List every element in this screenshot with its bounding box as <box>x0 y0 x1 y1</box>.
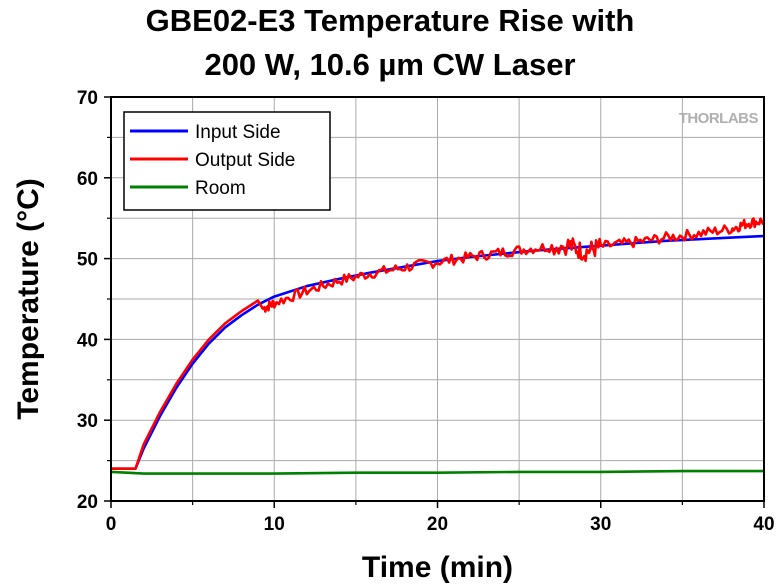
axes: 0 10 20 30 40 20 30 40 50 60 70 <box>77 88 775 535</box>
series-line-room <box>110 469 764 475</box>
y-tick-label: 50 <box>77 250 98 271</box>
x-tick-label: 0 <box>106 514 117 535</box>
legend-label: Output Side <box>195 150 295 171</box>
y-tick-label: 60 <box>77 169 98 190</box>
y-tick-label: 70 <box>77 88 98 109</box>
grid <box>111 97 764 501</box>
chart-title-line1: GBE02-E3 Temperature Rise with <box>145 3 635 38</box>
legend-box <box>123 111 331 211</box>
x-axis-title: Time (min) <box>362 551 513 584</box>
series-line-output-side <box>111 217 766 470</box>
x-tick-label: 10 <box>264 514 285 535</box>
y-axis-title: Temperature (°C) <box>12 178 45 419</box>
x-tick-label: 20 <box>427 514 448 535</box>
series-group <box>110 217 766 475</box>
legend-label: Input Side <box>195 122 281 143</box>
chart-title-line2: 200 W, 10.6 µm CW Laser <box>204 47 576 82</box>
x-tick-label: 40 <box>753 514 774 535</box>
thorlabs-watermark: THORLABS <box>679 110 759 127</box>
legend-label: Room <box>195 178 246 199</box>
y-tick-label: 30 <box>77 411 98 432</box>
legend: Input Side Output Side Room <box>123 111 331 211</box>
x-tick-label: 30 <box>590 514 611 535</box>
y-tick-label: 20 <box>77 492 98 513</box>
y-tick-label: 40 <box>77 330 98 351</box>
